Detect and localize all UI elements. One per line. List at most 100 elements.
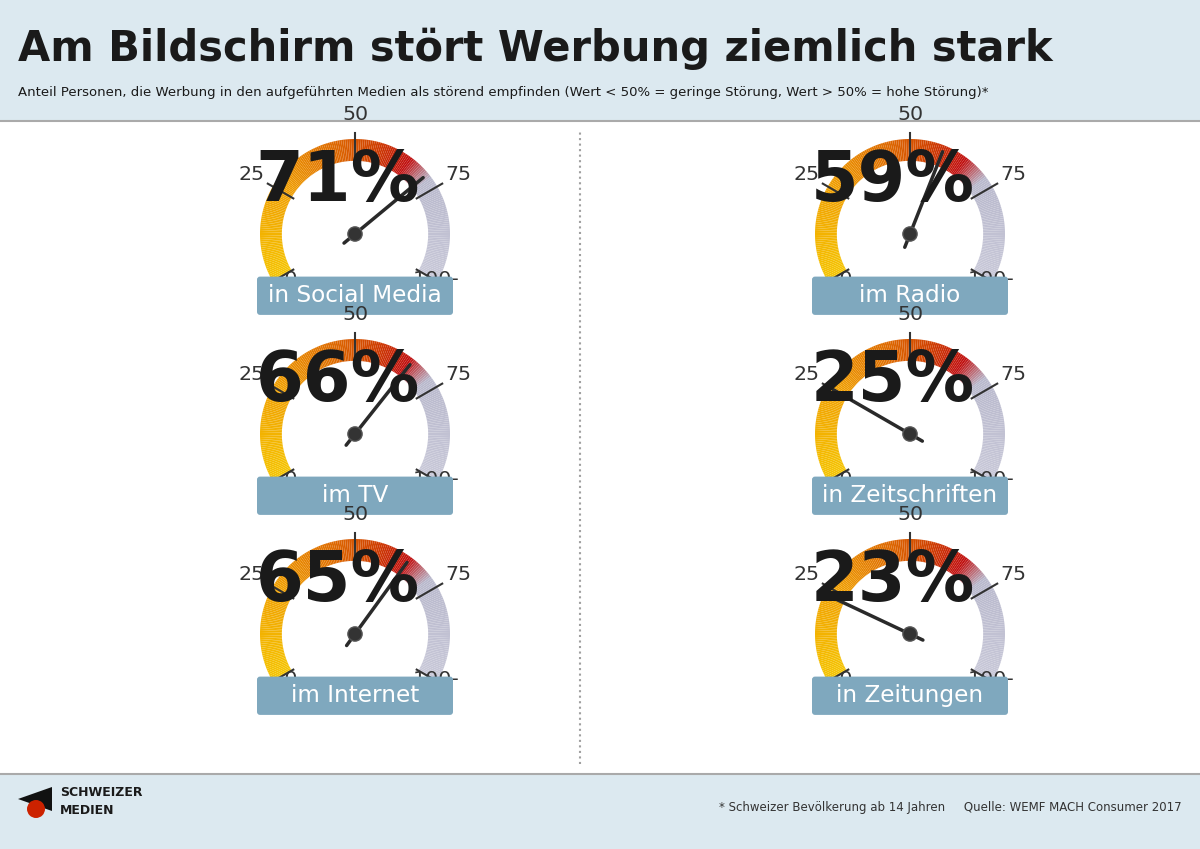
Wedge shape: [982, 414, 1003, 420]
Wedge shape: [817, 451, 839, 458]
Wedge shape: [973, 386, 994, 399]
Wedge shape: [394, 554, 408, 573]
Wedge shape: [983, 638, 1004, 642]
Wedge shape: [260, 640, 282, 644]
Wedge shape: [982, 246, 1003, 252]
Wedge shape: [262, 216, 283, 222]
Wedge shape: [263, 610, 284, 617]
Wedge shape: [284, 569, 301, 585]
Wedge shape: [821, 459, 842, 469]
Text: im TV: im TV: [322, 484, 388, 507]
Wedge shape: [930, 342, 937, 364]
Wedge shape: [402, 361, 418, 379]
Wedge shape: [428, 239, 450, 242]
Wedge shape: [424, 599, 444, 609]
Wedge shape: [878, 543, 887, 565]
Wedge shape: [286, 567, 302, 584]
Wedge shape: [373, 342, 380, 363]
Wedge shape: [845, 564, 862, 581]
Wedge shape: [863, 151, 875, 171]
Wedge shape: [349, 139, 352, 161]
Wedge shape: [269, 265, 289, 276]
Wedge shape: [422, 597, 443, 607]
Wedge shape: [828, 185, 847, 198]
Wedge shape: [974, 588, 994, 600]
Wedge shape: [820, 655, 840, 663]
Wedge shape: [403, 162, 419, 180]
Text: 50: 50: [342, 305, 368, 324]
Wedge shape: [815, 640, 838, 644]
Wedge shape: [976, 592, 996, 603]
Wedge shape: [815, 432, 836, 434]
Wedge shape: [884, 142, 892, 164]
Text: 75: 75: [1001, 565, 1026, 584]
Wedge shape: [262, 644, 283, 649]
Wedge shape: [340, 540, 344, 562]
Wedge shape: [265, 658, 287, 667]
Wedge shape: [983, 226, 1004, 229]
Wedge shape: [427, 422, 450, 426]
Wedge shape: [322, 345, 331, 365]
Text: 23%: 23%: [810, 548, 974, 616]
Wedge shape: [414, 378, 433, 392]
Wedge shape: [271, 269, 292, 282]
Wedge shape: [420, 192, 440, 203]
Wedge shape: [277, 578, 296, 593]
Wedge shape: [978, 658, 1000, 667]
Wedge shape: [955, 359, 971, 378]
Wedge shape: [265, 601, 287, 610]
Wedge shape: [820, 457, 841, 465]
Wedge shape: [924, 141, 930, 162]
Wedge shape: [835, 374, 853, 389]
Wedge shape: [400, 559, 414, 576]
Wedge shape: [824, 466, 845, 478]
Wedge shape: [818, 453, 840, 462]
Wedge shape: [910, 139, 912, 160]
Wedge shape: [815, 634, 836, 636]
Wedge shape: [262, 218, 283, 223]
Wedge shape: [866, 349, 877, 369]
Wedge shape: [934, 544, 943, 565]
Wedge shape: [416, 583, 437, 596]
Wedge shape: [978, 401, 1000, 410]
Wedge shape: [401, 160, 415, 177]
Wedge shape: [262, 612, 283, 619]
Wedge shape: [919, 540, 924, 562]
Wedge shape: [817, 649, 839, 655]
Wedge shape: [427, 245, 449, 250]
Wedge shape: [836, 372, 854, 387]
Wedge shape: [973, 187, 994, 199]
Wedge shape: [262, 648, 283, 654]
Wedge shape: [978, 261, 998, 271]
Wedge shape: [266, 661, 288, 671]
Wedge shape: [406, 365, 421, 382]
Wedge shape: [968, 177, 986, 191]
Wedge shape: [260, 626, 282, 629]
Wedge shape: [953, 557, 967, 576]
Wedge shape: [425, 604, 446, 613]
Wedge shape: [845, 363, 862, 380]
Wedge shape: [830, 380, 850, 394]
Wedge shape: [974, 190, 995, 201]
Wedge shape: [398, 557, 413, 576]
Wedge shape: [908, 539, 910, 561]
Wedge shape: [264, 455, 286, 464]
Wedge shape: [271, 587, 292, 599]
Wedge shape: [260, 234, 282, 236]
Wedge shape: [281, 573, 299, 588]
Wedge shape: [979, 603, 1001, 611]
Wedge shape: [425, 606, 446, 615]
Wedge shape: [826, 188, 846, 200]
Wedge shape: [426, 648, 449, 654]
Wedge shape: [949, 554, 962, 573]
Wedge shape: [816, 216, 838, 222]
Wedge shape: [982, 644, 1004, 649]
Wedge shape: [420, 390, 440, 402]
Wedge shape: [974, 388, 994, 400]
Wedge shape: [262, 245, 283, 250]
Wedge shape: [916, 340, 920, 362]
Wedge shape: [426, 610, 448, 617]
Wedge shape: [306, 152, 318, 171]
Wedge shape: [822, 397, 842, 407]
Wedge shape: [271, 188, 290, 200]
